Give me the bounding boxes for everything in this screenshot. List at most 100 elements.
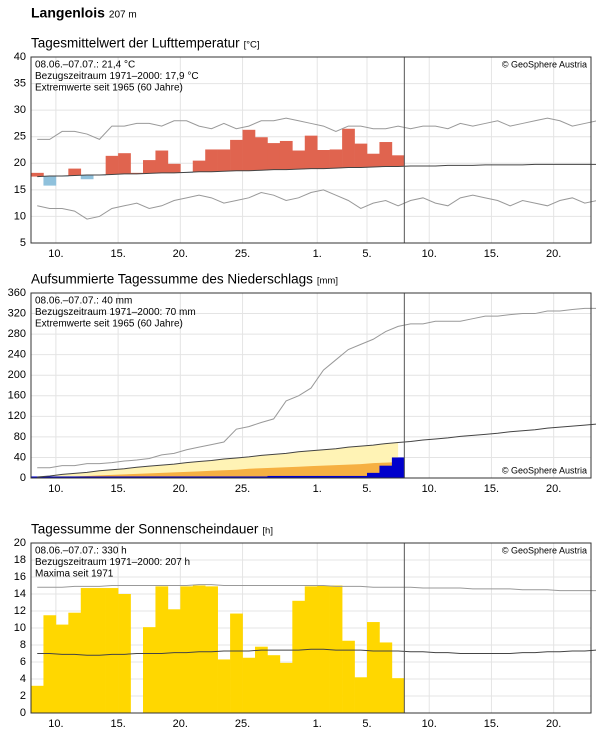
annotation: 08.06.–07.07.: 21,4 °C bbox=[35, 60, 135, 71]
x-tick-label: 20. bbox=[546, 248, 561, 260]
x-tick-label: 10. bbox=[48, 483, 63, 495]
y-tick-label: 12 bbox=[14, 605, 26, 617]
bar bbox=[342, 128, 355, 168]
elevation: 207 m bbox=[109, 10, 137, 21]
bar bbox=[155, 476, 169, 478]
bar bbox=[93, 588, 106, 713]
x-tick-label: 10. bbox=[48, 718, 63, 729]
y-tick-label: 360 bbox=[8, 287, 26, 299]
bar bbox=[217, 659, 231, 713]
x-tick-label: 15. bbox=[484, 248, 499, 260]
bar bbox=[180, 476, 194, 478]
y-tick-label: 10 bbox=[14, 622, 26, 634]
y-tick-label: 2 bbox=[20, 690, 26, 702]
bar bbox=[118, 153, 131, 174]
bar bbox=[391, 678, 405, 713]
y-tick-label: 40 bbox=[14, 51, 26, 63]
y-tick-label: 25 bbox=[14, 131, 26, 143]
bar bbox=[354, 677, 368, 713]
x-tick-label: 5. bbox=[362, 483, 371, 495]
bar bbox=[379, 142, 393, 167]
y-tick-label: 200 bbox=[8, 369, 26, 381]
x-tick-label: 25. bbox=[235, 718, 250, 729]
bar bbox=[43, 176, 57, 186]
bar bbox=[118, 594, 131, 713]
area bbox=[37, 462, 399, 478]
bar bbox=[180, 586, 194, 713]
x-tick-label: 25. bbox=[235, 248, 250, 260]
bar bbox=[267, 143, 281, 170]
bar bbox=[43, 476, 57, 478]
unit: [h] bbox=[262, 526, 273, 537]
bar bbox=[242, 657, 256, 713]
bar bbox=[130, 172, 144, 174]
page-title: Langenlois bbox=[31, 5, 105, 21]
y-tick-label: 0 bbox=[20, 707, 26, 719]
plot-frame bbox=[30, 542, 592, 714]
chart-title: Aufsummierte Tagessumme des Niederschlag… bbox=[31, 272, 313, 287]
bar bbox=[391, 457, 405, 478]
bar bbox=[31, 172, 44, 177]
bar bbox=[167, 163, 181, 173]
y-tick-label: 14 bbox=[14, 588, 26, 600]
bar bbox=[354, 475, 368, 478]
bar bbox=[267, 655, 281, 713]
chart-panel: Tagessumme der Sonnenscheindauer [h] 0 2 4 6 8… bbox=[14, 522, 596, 729]
x-tick-label: 1. bbox=[313, 718, 322, 729]
x-tick-label: 20. bbox=[173, 483, 188, 495]
copyright: © GeoSphere Austria bbox=[502, 59, 587, 69]
unit: [mm] bbox=[317, 276, 338, 287]
bar bbox=[230, 613, 243, 713]
y-tick-label: 20 bbox=[14, 157, 26, 169]
bar bbox=[329, 585, 343, 713]
bar bbox=[379, 465, 393, 478]
bar bbox=[379, 642, 393, 713]
x-tick-label: 10. bbox=[422, 483, 437, 495]
bar bbox=[279, 140, 293, 170]
annotation: Extremwerte seit 1965 (60 Jahre) bbox=[35, 83, 183, 94]
chart-panel: Tagesmittelwert der Lufttemperatur [°C] 5 1… bbox=[14, 36, 596, 260]
bar bbox=[143, 160, 156, 174]
bar bbox=[292, 600, 306, 713]
x-tick-label: 25. bbox=[235, 483, 250, 495]
plot-frame bbox=[30, 56, 592, 244]
bar bbox=[367, 153, 380, 168]
x-tick-label: 1. bbox=[313, 483, 322, 495]
y-tick-label: 320 bbox=[8, 307, 26, 319]
bar bbox=[105, 476, 119, 478]
bar bbox=[367, 622, 380, 713]
bar bbox=[155, 150, 169, 173]
bar bbox=[155, 586, 169, 713]
bar bbox=[242, 129, 256, 171]
bar bbox=[105, 155, 119, 175]
bar bbox=[130, 476, 144, 478]
annotation: Bezugszeitraum 1971–2000: 17,9 °C bbox=[35, 71, 199, 82]
bar bbox=[292, 475, 306, 478]
y-tick-label: 280 bbox=[8, 328, 26, 340]
x-tick-label: 1. bbox=[313, 248, 322, 260]
bar bbox=[279, 662, 293, 713]
bar bbox=[367, 472, 380, 478]
bar bbox=[205, 149, 218, 172]
y-tick-label: 6 bbox=[20, 656, 26, 668]
y-tick-label: 80 bbox=[14, 431, 26, 443]
x-tick-label: 20. bbox=[173, 248, 188, 260]
bar bbox=[255, 476, 268, 478]
x-tick-label: 10. bbox=[422, 248, 437, 260]
y-tick-label: 10 bbox=[14, 210, 26, 222]
bar bbox=[55, 476, 69, 478]
copyright: © GeoSphere Austria bbox=[502, 545, 587, 555]
line bbox=[37, 584, 596, 592]
x-tick-label: 10. bbox=[422, 718, 437, 729]
y-tick-label: 35 bbox=[14, 77, 26, 89]
bar bbox=[43, 615, 57, 713]
chart-title: Tagesmittelwert der Lufttemperatur bbox=[31, 36, 240, 51]
bar bbox=[192, 585, 206, 713]
bar bbox=[304, 135, 318, 169]
bar bbox=[205, 476, 218, 478]
bar bbox=[55, 624, 69, 713]
annotation: 08.06.–07.07.: 40 mm bbox=[35, 296, 132, 307]
chart-title: Tagessumme der Sonnenscheindauer bbox=[31, 522, 259, 537]
bar bbox=[279, 475, 293, 478]
